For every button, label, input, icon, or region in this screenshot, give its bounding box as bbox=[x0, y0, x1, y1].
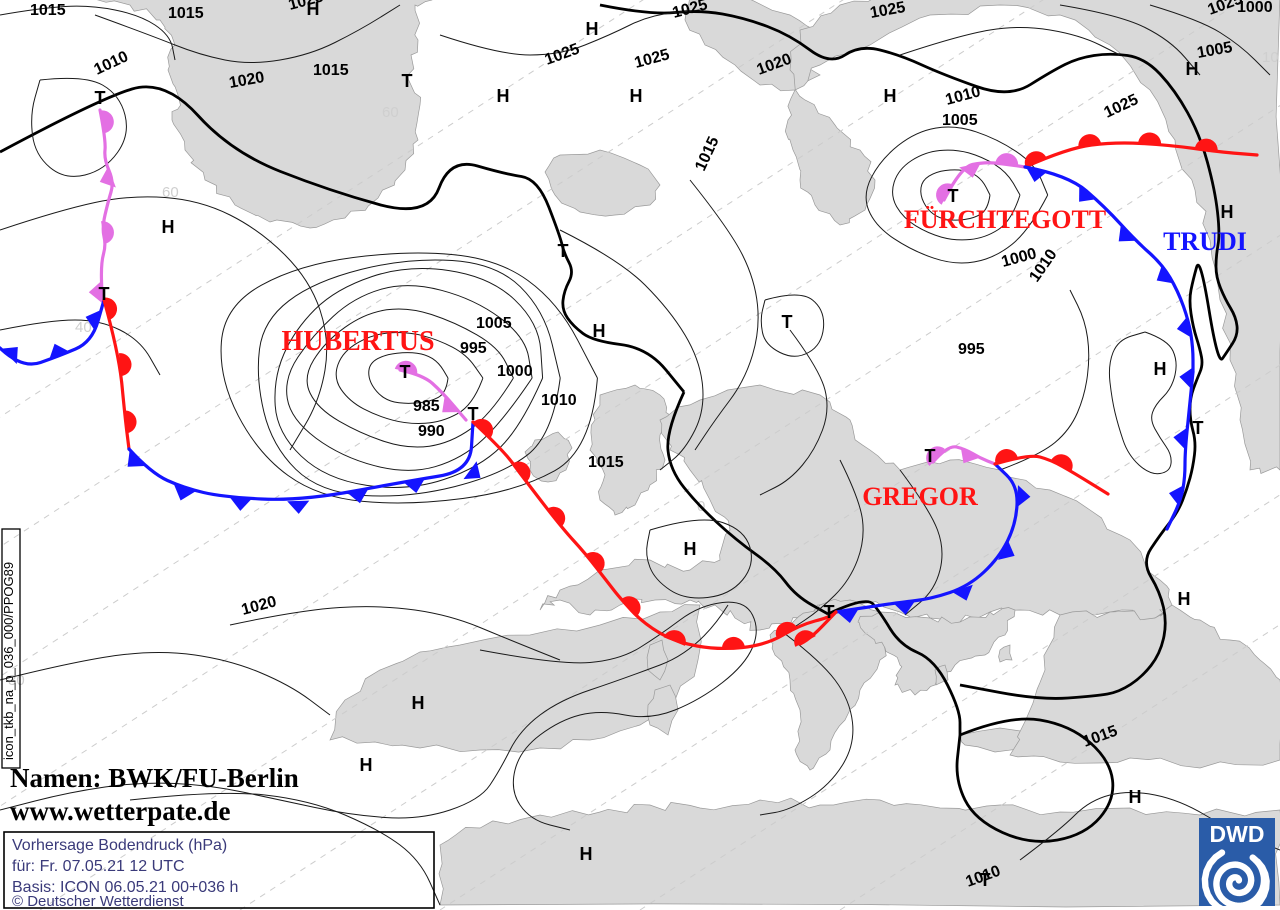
svg-text:T: T bbox=[400, 362, 411, 382]
svg-text:H: H bbox=[360, 755, 373, 775]
svg-text:T: T bbox=[468, 404, 479, 424]
svg-text:T: T bbox=[402, 71, 413, 91]
svg-text:101: 101 bbox=[1262, 49, 1280, 66]
svg-text:T: T bbox=[1193, 418, 1204, 438]
svg-text:T: T bbox=[99, 284, 110, 304]
svg-text:1015: 1015 bbox=[30, 2, 66, 19]
svg-text:T: T bbox=[925, 446, 936, 466]
svg-text:985: 985 bbox=[413, 398, 440, 415]
svg-text:H: H bbox=[1221, 202, 1234, 222]
svg-text:FÜRCHTEGOTT: FÜRCHTEGOTT bbox=[904, 205, 1106, 234]
svg-text:T: T bbox=[948, 186, 959, 206]
svg-text:H: H bbox=[162, 217, 175, 237]
svg-text:60: 60 bbox=[382, 104, 399, 121]
svg-text:H: H bbox=[586, 19, 599, 39]
svg-text:H: H bbox=[1129, 787, 1142, 807]
svg-text:www.wetterpate.de: www.wetterpate.de bbox=[10, 796, 230, 826]
svg-text:Vorhersage Bodendruck (hPa): Vorhersage Bodendruck (hPa) bbox=[12, 837, 227, 854]
svg-text:1000: 1000 bbox=[1237, 0, 1273, 16]
svg-text:1005: 1005 bbox=[942, 112, 978, 129]
svg-text:HUBERTUS: HUBERTUS bbox=[281, 326, 434, 357]
svg-text:für: Fr. 07.05.21 12 UTC: für: Fr. 07.05.21 12 UTC bbox=[12, 858, 185, 875]
svg-text:995: 995 bbox=[460, 340, 487, 357]
svg-text:995: 995 bbox=[958, 341, 985, 358]
svg-text:T: T bbox=[824, 602, 835, 622]
svg-text:H: H bbox=[593, 321, 606, 341]
svg-text:1005: 1005 bbox=[476, 315, 512, 332]
svg-text:1010: 1010 bbox=[541, 392, 577, 409]
svg-text:H: H bbox=[884, 86, 897, 106]
svg-text:T: T bbox=[558, 241, 569, 261]
svg-text:T: T bbox=[782, 312, 793, 332]
svg-text:1000: 1000 bbox=[497, 363, 533, 380]
svg-text:H: H bbox=[684, 539, 697, 559]
svg-text:H: H bbox=[580, 844, 593, 864]
svg-text:1015: 1015 bbox=[588, 454, 624, 471]
svg-text:H: H bbox=[412, 693, 425, 713]
svg-text:H: H bbox=[1178, 589, 1191, 609]
svg-text:icon_tkb_na_p_036_000/PPOG89: icon_tkb_na_p_036_000/PPOG89 bbox=[1, 562, 16, 760]
svg-text:GREGOR: GREGOR bbox=[862, 482, 978, 511]
svg-text:H: H bbox=[1186, 59, 1199, 79]
svg-text:© Deutscher Wetterdienst: © Deutscher Wetterdienst bbox=[12, 893, 185, 910]
svg-text:TRUDI: TRUDI bbox=[1163, 227, 1247, 256]
svg-text:990: 990 bbox=[418, 423, 445, 440]
svg-text:DWD: DWD bbox=[1210, 821, 1265, 847]
svg-text:T: T bbox=[95, 88, 106, 108]
svg-text:H: H bbox=[1154, 359, 1167, 379]
svg-text:H: H bbox=[630, 86, 643, 106]
svg-text:1015: 1015 bbox=[313, 62, 349, 79]
svg-text:1015: 1015 bbox=[168, 5, 204, 22]
svg-text:Namen: BWK/FU-Berlin: Namen: BWK/FU-Berlin bbox=[10, 763, 299, 793]
svg-text:H: H bbox=[497, 86, 510, 106]
